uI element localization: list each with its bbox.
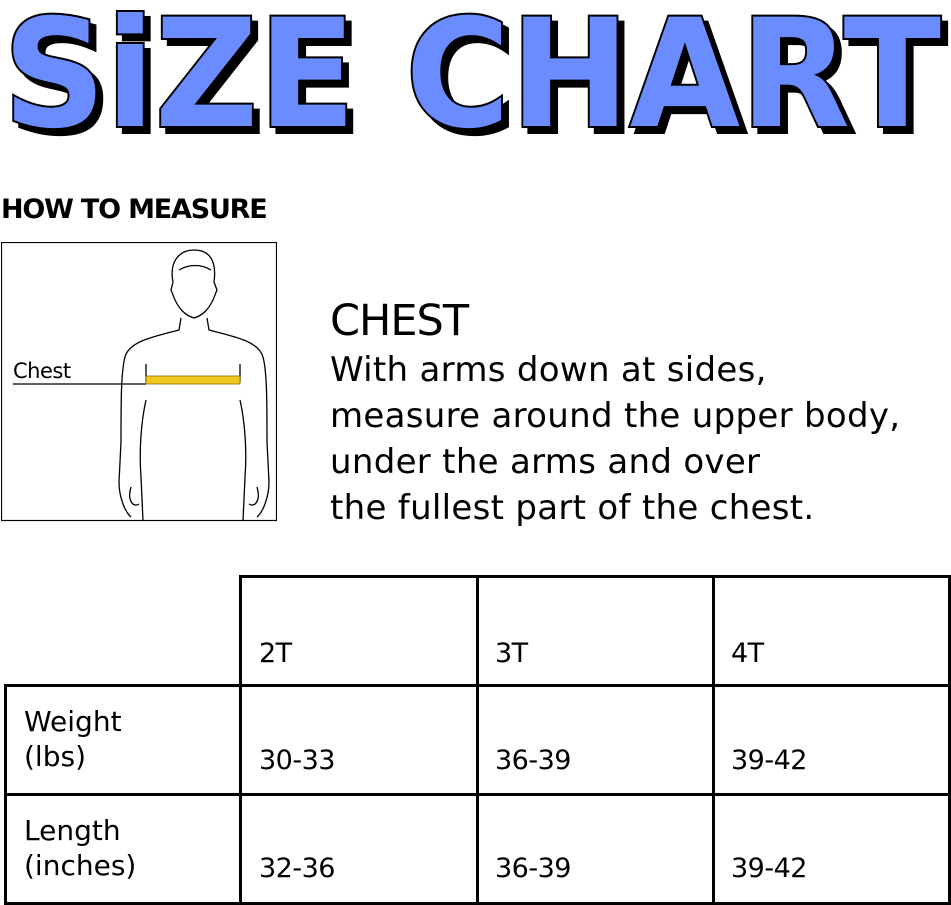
column-header-4t: 4T [731,638,764,669]
measure-name: CHEST [330,296,469,346]
table-value: 32-36 [259,853,335,884]
instruction-line: With arms down at sides, [330,350,767,390]
row-label-line: (lbs) [24,740,86,773]
figure-chest-label: Chest [13,359,71,383]
instruction-line: under the arms and over [330,442,761,482]
row-label-line: Length [24,814,121,847]
table-value: 36-39 [495,853,571,884]
table-value: 39-42 [731,745,807,776]
table-value: 39-42 [731,853,807,884]
table-cell [476,793,715,905]
table-cell [239,793,479,905]
row-label-length: Length (inches) [24,813,136,883]
measurement-figure: Chest [1,242,277,522]
row-label-line: Weight [24,705,122,738]
how-to-measure-heading: HOW TO MEASURE [1,194,268,225]
instruction-line: measure around the upper body, [330,396,901,436]
table-value: 30-33 [259,745,335,776]
table-cell [712,684,951,796]
column-header-2t: 2T [259,638,292,669]
tape-measure-icon [145,375,241,385]
table-value: 36-39 [495,745,571,776]
table-cell [476,684,715,796]
row-label-line: (inches) [24,849,137,882]
title-text: SiZE CHART [3,0,941,145]
header-cell [239,575,479,687]
table-cell [712,793,951,905]
header-cell [476,575,715,687]
size-chart-title: SiZE CHART [1,0,943,145]
instruction-line: the fullest part of the chest. [330,488,815,528]
column-header-3t: 3T [495,638,528,669]
table-cell [239,684,479,796]
header-cell [712,575,951,687]
row-label-weight: Weight (lbs) [24,704,122,774]
